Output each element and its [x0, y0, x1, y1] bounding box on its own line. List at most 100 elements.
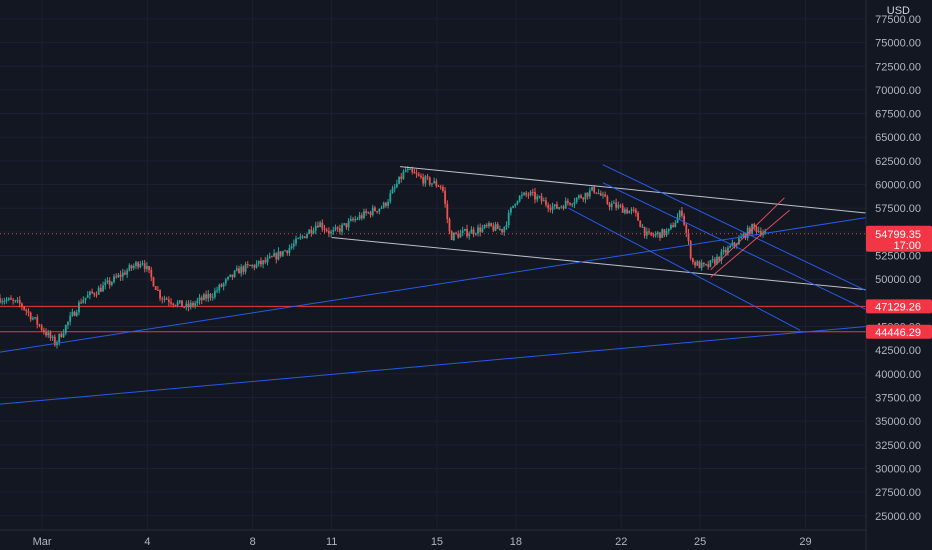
candle-body: [42, 329, 45, 333]
candle-body: [345, 223, 348, 228]
candle-body: [685, 224, 688, 234]
candle-body: [442, 187, 444, 191]
candle-body: [501, 229, 504, 233]
candle-body: [545, 200, 547, 205]
candle-body: [124, 272, 126, 275]
candle-body: [332, 230, 335, 232]
level-badge: [866, 299, 932, 314]
candle-body: [189, 302, 192, 308]
y-tick-label: 40000.00: [875, 369, 921, 381]
candle-body: [0, 298, 1, 303]
candle-body: [764, 231, 767, 234]
candle-body: [672, 224, 675, 228]
candle-body: [165, 298, 168, 300]
candle-body: [376, 211, 379, 213]
candle-body: [16, 300, 19, 302]
candle-body: [415, 173, 418, 175]
candle-body: [297, 238, 300, 240]
candle-body: [674, 222, 677, 228]
candle-body: [104, 282, 107, 286]
x-tick-label: 25: [694, 536, 706, 548]
candle-body: [691, 258, 694, 263]
candle-body: [709, 260, 712, 267]
candle-body: [45, 332, 47, 336]
candle-body: [698, 261, 701, 269]
candle-body: [389, 193, 392, 202]
candle-body: [58, 333, 61, 343]
candle-body: [341, 224, 343, 232]
candle-body: [586, 192, 589, 197]
candle-body: [720, 251, 723, 261]
candle-body: [617, 205, 620, 208]
candle-body: [152, 277, 155, 287]
y-tick-label: 42500.00: [875, 345, 921, 357]
candle-body: [301, 236, 304, 238]
current-price-countdown: 17:00: [893, 240, 921, 252]
candle-body: [18, 300, 21, 304]
candle-body: [222, 283, 225, 287]
candle-body: [369, 212, 372, 216]
candle-body: [51, 336, 54, 338]
y-tick-label: 60000.00: [875, 180, 921, 192]
candle-body: [99, 287, 102, 292]
candle-body: [553, 204, 556, 207]
candle-body: [97, 287, 100, 295]
candle-body: [556, 204, 558, 209]
candle-body: [597, 193, 600, 195]
candle-body: [393, 187, 396, 189]
candle-body: [23, 306, 26, 310]
candle-body: [196, 300, 199, 304]
candle-body: [562, 206, 565, 209]
candle-body: [391, 188, 394, 194]
candle-body: [459, 232, 462, 238]
candle-body: [395, 183, 398, 188]
candle-body: [380, 207, 383, 209]
candle-body: [64, 325, 67, 334]
y-tick-label: 65000.00: [875, 132, 921, 144]
candle-body: [602, 194, 604, 196]
candle-body: [327, 231, 330, 234]
current-price-value: 54799.35: [875, 229, 921, 241]
candle-body: [637, 212, 639, 221]
candle-body: [591, 186, 593, 191]
y-tick-label: 25000.00: [875, 511, 921, 523]
candle-body: [257, 260, 260, 264]
candle-body: [534, 192, 536, 200]
candle-body: [34, 317, 36, 319]
candle-body: [82, 300, 85, 304]
candle-body: [84, 297, 87, 301]
candle-body: [314, 225, 317, 231]
candle-body: [183, 307, 186, 309]
candle-body: [14, 300, 17, 302]
x-tick-label: 4: [144, 536, 150, 548]
candle-body: [406, 168, 409, 171]
candle-body: [277, 251, 280, 260]
candle-body: [185, 303, 188, 308]
candle-body: [176, 302, 179, 306]
candle-body: [60, 333, 63, 338]
candle-body: [25, 309, 28, 312]
time-axis[interactable]: Mar 4 8 11 15 18 22 25 29: [33, 536, 812, 548]
candle-body: [231, 274, 234, 278]
candle-body: [702, 262, 705, 265]
candle-body: [137, 262, 140, 268]
candle-body: [656, 232, 659, 234]
candle-body: [251, 265, 254, 267]
candle-body: [3, 300, 6, 302]
candle-body: [95, 294, 98, 296]
candle-body: [292, 243, 295, 247]
candle-body: [455, 232, 457, 234]
x-tick-label: 18: [510, 536, 522, 548]
candle-body: [571, 204, 574, 206]
candle-body: [472, 229, 475, 235]
candle-body: [119, 274, 122, 277]
candle-body: [507, 212, 510, 226]
candle-body: [422, 177, 425, 184]
candle-body: [512, 205, 514, 208]
candle-body: [53, 336, 56, 346]
candle-body: [290, 246, 293, 249]
candle-body: [527, 194, 530, 196]
currency-label[interactable]: USD: [887, 5, 910, 17]
candle-body: [661, 229, 664, 238]
